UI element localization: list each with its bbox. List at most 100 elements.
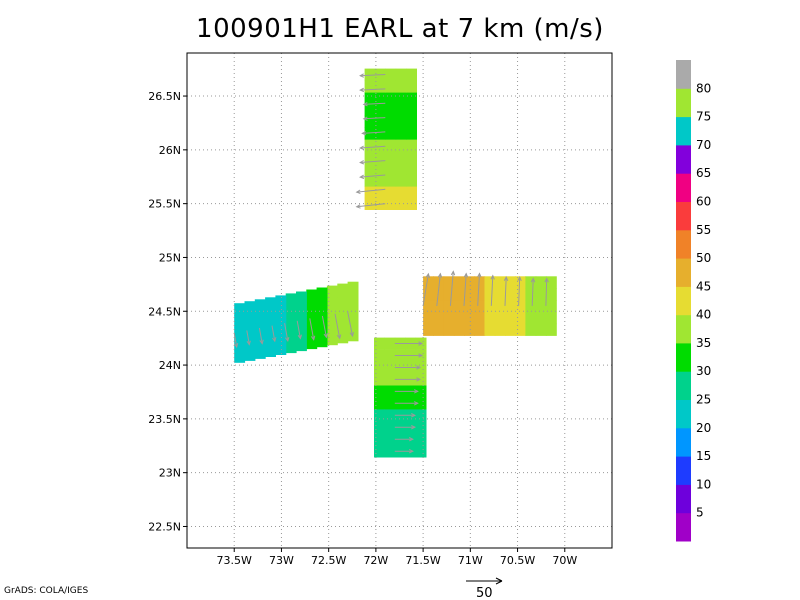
x-tick-label: 73.5W	[217, 554, 252, 567]
colorbar-label: 20	[696, 421, 711, 435]
wind-vector-head	[310, 335, 316, 341]
field-cell	[337, 295, 349, 308]
colorbar-swatch	[676, 484, 691, 514]
wind-vector-head	[359, 160, 365, 165]
wind-vectors	[233, 73, 549, 454]
field-cell	[535, 276, 547, 289]
wind-vector-head	[362, 102, 368, 107]
wind-vector-head	[408, 448, 414, 454]
field-cell	[464, 288, 475, 301]
colorbar-swatch	[676, 371, 691, 400]
wind-vector-head	[359, 87, 365, 93]
field-cell	[316, 311, 328, 324]
field-cell	[265, 344, 276, 357]
x-tick-label: 70W	[552, 554, 577, 567]
colorbar-swatch	[676, 144, 691, 174]
colorbar-swatch	[676, 286, 691, 316]
field-cell	[453, 288, 465, 301]
y-tick-label: 25N	[159, 251, 181, 264]
y-tick-label: 23N	[159, 467, 181, 480]
field-cell	[385, 162, 397, 175]
wind-vector-head	[490, 274, 495, 280]
wind-vector-head	[411, 413, 417, 418]
field-cell	[474, 288, 486, 301]
field-cell	[374, 92, 386, 105]
field-cell	[494, 300, 506, 313]
field-cell	[525, 323, 537, 336]
field-cell	[406, 115, 417, 128]
field-cell	[535, 311, 547, 325]
field-cell	[406, 103, 417, 117]
field-cell	[234, 315, 246, 328]
plot-frame	[186, 52, 613, 549]
field-cell	[244, 348, 256, 361]
field-cell	[443, 323, 455, 336]
field-cell	[474, 323, 486, 336]
field-cell	[374, 433, 385, 446]
field-cell	[384, 349, 396, 362]
wind-speed-field	[234, 68, 557, 458]
field-cell	[244, 324, 256, 338]
field-cell	[494, 288, 506, 301]
y-tick-label: 26N	[159, 144, 181, 157]
field-cell	[285, 293, 297, 306]
field-cell	[395, 174, 407, 187]
wind-vector-head	[463, 272, 469, 278]
field-cell	[326, 297, 338, 310]
field-cell	[384, 337, 396, 350]
field-cell	[364, 127, 376, 140]
colorbar-swatch	[676, 258, 691, 287]
wind-vector	[356, 188, 386, 193]
reference-vector-arrowhead	[495, 577, 503, 585]
field-cell	[385, 80, 397, 93]
field-cell	[234, 303, 246, 316]
y-tick-label: 24N	[159, 359, 181, 372]
field-cell	[474, 300, 486, 313]
field-cell	[535, 323, 547, 336]
field-cell	[385, 127, 397, 140]
field-cell	[406, 186, 417, 199]
y-tick-label: 26.5N	[148, 90, 181, 103]
field-cell	[464, 300, 475, 313]
wind-vector-head	[297, 334, 302, 340]
field-cell	[244, 301, 256, 314]
field-cell	[347, 317, 359, 330]
wind-vector	[258, 327, 263, 344]
field-cell	[406, 139, 417, 152]
wind-vector	[362, 131, 386, 134]
field-cell	[337, 331, 349, 344]
field-cell	[395, 150, 407, 164]
storm-eye	[384, 290, 405, 311]
field-cell	[505, 300, 516, 313]
field-cell	[384, 445, 396, 458]
field-cell	[275, 330, 287, 344]
colorbar-label: 35	[696, 336, 711, 350]
field-cell	[296, 327, 307, 340]
colorbar-label: 60	[696, 195, 711, 209]
wind-vector-head	[413, 389, 419, 394]
wind-vector	[363, 102, 386, 105]
wind-vector-head	[411, 425, 417, 430]
field-cell	[275, 295, 287, 308]
field-cell	[374, 397, 385, 410]
field-cell	[395, 115, 407, 128]
field-cell	[364, 103, 376, 117]
field-cell	[384, 361, 396, 374]
field-cell	[384, 397, 396, 410]
field-cell	[423, 276, 434, 289]
field-cell	[433, 323, 445, 336]
field-cell	[326, 285, 338, 298]
colorbar-label: 65	[696, 166, 711, 180]
field-cell	[535, 300, 547, 313]
field-cell	[374, 115, 386, 128]
field-cell	[385, 186, 397, 199]
field-cell	[385, 103, 397, 117]
colorbar-label: 40	[696, 308, 711, 322]
field-cell	[505, 311, 516, 325]
field-cell	[296, 338, 307, 352]
colorbar-label: 55	[696, 223, 711, 237]
field-cell	[525, 288, 537, 301]
field-cell	[406, 127, 417, 140]
wind-vector-head	[437, 272, 443, 278]
field-cell	[374, 337, 385, 350]
